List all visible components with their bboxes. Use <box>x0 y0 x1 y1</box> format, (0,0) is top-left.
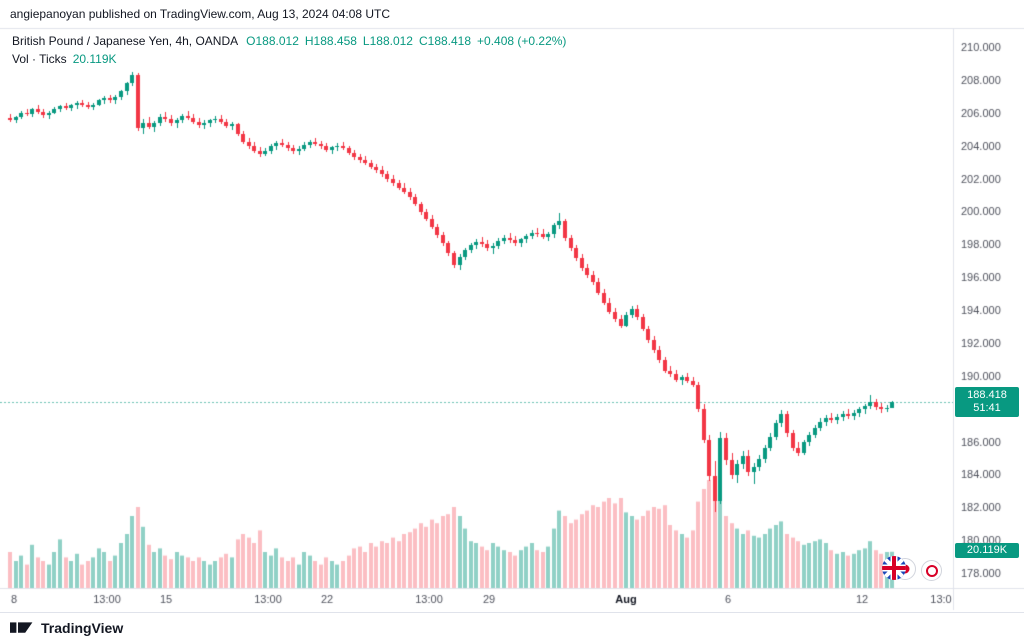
jpy-flag-small-icon <box>921 560 942 581</box>
tradingview-logo-link[interactable]: TradingView <box>10 619 123 637</box>
volume-indicator-label[interactable]: Vol · Ticks <box>12 52 67 66</box>
volume-value: 20.119K <box>72 52 117 66</box>
tradingview-logo-icon <box>10 622 33 633</box>
symbol-title[interactable]: British Pound / Japanese Yen, 4h, OANDA <box>12 34 239 48</box>
volume-badge: 20.119K <box>955 543 1019 558</box>
candlestick-chart-canvas[interactable] <box>0 0 1024 612</box>
legend-volume-row: Vol · Ticks 20.119K <box>12 52 572 66</box>
ohlc-low-value: L188.012 <box>362 34 413 48</box>
gbp-flag-icon <box>882 556 906 580</box>
legend-symbol-row: British Pound / Japanese Yen, 4h, OANDA O… <box>12 34 572 48</box>
bar-countdown: 51:41 <box>973 402 1001 414</box>
ohlc-high-value: H188.458 <box>304 34 357 48</box>
ohlc-open-value: O188.012 <box>246 34 299 48</box>
volume-pane-flag-icon <box>921 560 945 582</box>
footer-bar: TradingView <box>0 612 1024 643</box>
publish-attribution: angiepanoyan published on TradingView.co… <box>10 7 391 21</box>
symbol-flag-pair <box>882 556 918 582</box>
last-price-badge: 188.418 51:41 <box>955 387 1019 417</box>
last-price-value: 188.418 <box>967 389 1007 401</box>
chart-legend: British Pound / Japanese Yen, 4h, OANDA O… <box>12 34 572 70</box>
ohlc-close-value: C188.418 <box>418 34 472 48</box>
tradingview-brand-text: TradingView <box>41 620 124 636</box>
price-change-value: +0.408 (+0.22%) <box>477 34 567 48</box>
